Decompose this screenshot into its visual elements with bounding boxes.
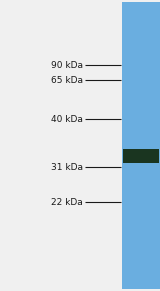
Text: 90 kDa: 90 kDa (51, 61, 83, 70)
Bar (122, 2, 160, 289)
Bar (123, 149, 159, 163)
Text: 40 kDa: 40 kDa (51, 115, 83, 124)
Text: 65 kDa: 65 kDa (51, 76, 83, 84)
Text: 31 kDa: 31 kDa (51, 163, 83, 172)
Text: 22 kDa: 22 kDa (51, 198, 83, 207)
